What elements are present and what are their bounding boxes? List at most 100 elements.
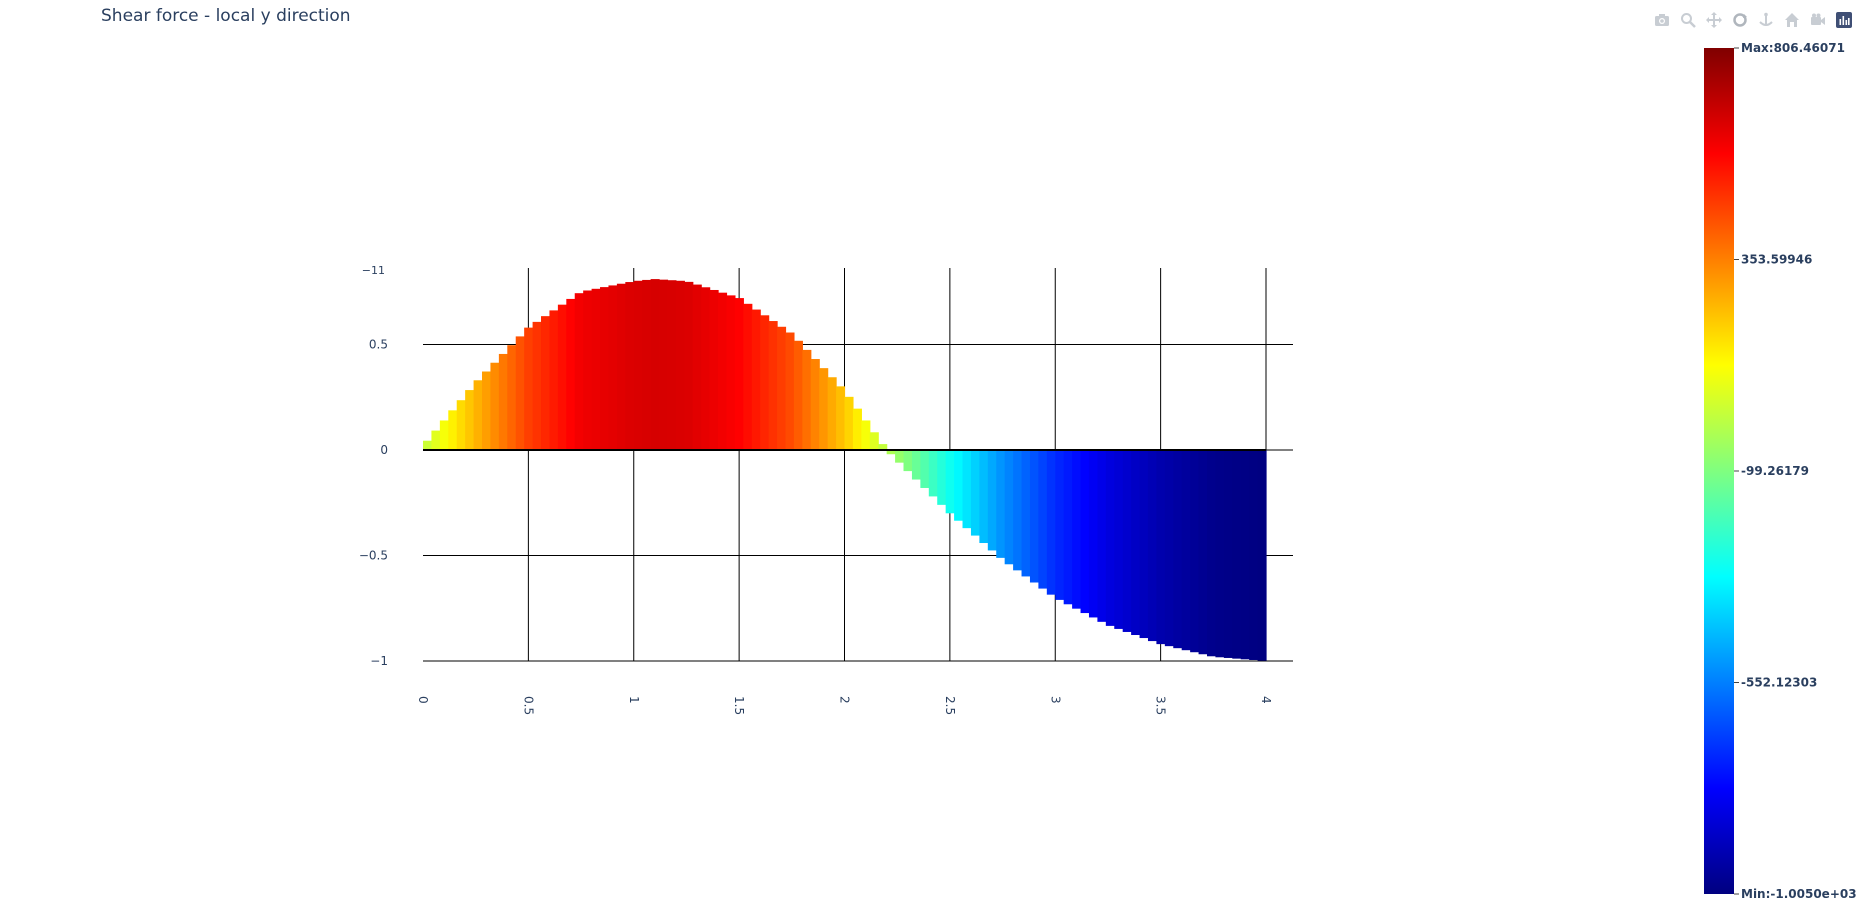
shear-bar — [836, 386, 846, 450]
shear-bar — [1147, 450, 1158, 642]
shear-bar — [557, 304, 567, 450]
shear-bar — [802, 349, 812, 450]
shear-bar — [1240, 450, 1250, 660]
shear-bar — [751, 309, 761, 450]
colorbar-gradient — [1704, 48, 1734, 894]
shear-bar — [1131, 450, 1141, 636]
shear-bar — [819, 368, 829, 450]
shear-bar — [861, 420, 871, 450]
shear-bar — [895, 450, 905, 463]
shear-bar — [667, 280, 677, 450]
shear-bar — [1063, 450, 1073, 605]
colorbar-max-label: Max:806.46071 — [1741, 41, 1845, 55]
shear-bar — [616, 283, 626, 450]
x-tick-label: 3.5 — [1154, 696, 1168, 715]
shear-bar — [793, 340, 803, 450]
shear-bar — [1164, 450, 1174, 647]
colorbar-tick-label: 353.59946 — [1741, 252, 1812, 266]
shear-bar — [456, 400, 466, 450]
shear-bar — [439, 420, 449, 450]
shear-bar — [785, 332, 795, 450]
shear-bar — [1013, 450, 1023, 571]
shear-bar — [692, 284, 702, 450]
shear-bar — [827, 377, 837, 450]
turntable-icon[interactable] — [1756, 10, 1776, 30]
shear-bar — [1080, 450, 1090, 614]
shear-bar — [1181, 450, 1191, 651]
colorbar — [1704, 48, 1734, 894]
axes: 0 0.5 1 1.5 2 2.5 3 3.5 4 −1 −0.5 0 0.5 −11 — [359, 264, 1273, 715]
shear-bar — [979, 450, 989, 544]
y-tick-label: 0.5 — [369, 338, 388, 352]
modebar — [1652, 10, 1854, 30]
shear-bar — [642, 279, 652, 450]
x-tick-label: 2.5 — [943, 696, 957, 715]
shear-bar — [1105, 450, 1115, 626]
x-tick-label: 4 — [1259, 696, 1273, 704]
shear-bar — [1215, 450, 1225, 658]
shear-bar — [777, 326, 787, 450]
colorbar-tick-label: -552.12303 — [1741, 675, 1817, 689]
chart-title: Shear force - local y direction — [101, 6, 351, 26]
shear-bar — [1249, 450, 1259, 660]
shear-bar — [1072, 450, 1082, 609]
camera-icon[interactable] — [1652, 10, 1672, 30]
x-tick-label: 3 — [1048, 696, 1062, 704]
shear-bar — [1004, 450, 1014, 565]
shear-bar — [431, 430, 441, 450]
shear-bar — [886, 450, 896, 455]
shear-bar — [987, 450, 997, 551]
x-tick-label: 0 — [416, 696, 430, 704]
shear-bar — [625, 282, 635, 450]
video-camera-icon[interactable] — [1808, 10, 1828, 30]
pan-icon[interactable] — [1704, 10, 1724, 30]
shear-bar — [524, 327, 534, 450]
shear-bar — [1122, 450, 1132, 632]
shear-bar — [1190, 450, 1200, 653]
zoom-icon[interactable] — [1678, 10, 1698, 30]
shear-bar — [920, 450, 930, 488]
shear-bar — [1097, 450, 1107, 622]
shear-bar — [1114, 450, 1124, 629]
shear-bar — [1021, 450, 1031, 577]
shear-bar — [996, 450, 1006, 558]
x-tick-label: 1 — [627, 696, 641, 704]
shear-bar — [608, 285, 618, 450]
shear-bar — [1139, 450, 1149, 639]
shear-bar — [1156, 450, 1166, 645]
colorbar-labels: Max:806.46071 353.59946 -99.26179 -552.1230… — [1734, 41, 1857, 901]
x-tick-label: 1.5 — [732, 696, 746, 715]
shear-bar — [718, 292, 728, 450]
colorbar-tick-label: -99.26179 — [1741, 464, 1809, 478]
shear-bar — [911, 450, 921, 480]
shear-bar — [1257, 450, 1267, 661]
shear-bar — [473, 380, 483, 450]
y-tick-label: 0 — [380, 443, 388, 457]
orbit-icon[interactable] — [1730, 10, 1750, 30]
shear-bar — [878, 444, 888, 450]
shear-bar — [650, 279, 660, 450]
shear-bar — [541, 316, 551, 450]
shear-bar — [768, 321, 778, 450]
shear-bar — [937, 450, 947, 505]
shear-bar — [1038, 450, 1048, 589]
y-tick-label: −0.5 — [359, 549, 388, 563]
shear-bar — [490, 362, 500, 450]
shear-bar — [701, 287, 711, 450]
shear-bar — [945, 450, 955, 514]
shear-bar — [734, 298, 744, 450]
colorbar-min-label: Min:-1.0050e+03 — [1741, 887, 1857, 901]
x-tick-label: 2 — [838, 696, 852, 704]
shear-bar — [1206, 450, 1217, 657]
shear-bar — [515, 336, 525, 450]
plotly-logo-icon[interactable] — [1834, 10, 1854, 30]
shear-bar — [1055, 450, 1065, 600]
shear-bar — [1173, 450, 1183, 649]
shear-bar — [962, 450, 972, 529]
shear-bar — [659, 279, 669, 450]
shear-bar — [1232, 450, 1242, 659]
shear-bar — [928, 450, 938, 497]
home-icon[interactable] — [1782, 10, 1802, 30]
shear-bar — [743, 303, 753, 450]
